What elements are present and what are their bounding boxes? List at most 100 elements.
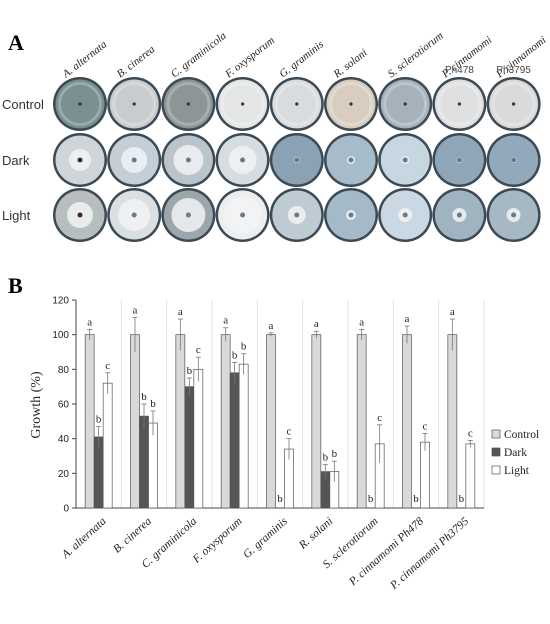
inoculum-plug	[403, 102, 407, 106]
significance-letter: c	[287, 426, 292, 438]
y-tick-label: 60	[58, 400, 70, 411]
y-tick-label: 100	[52, 330, 69, 341]
petri-plate	[486, 77, 541, 131]
panel-b-letter: B	[8, 273, 23, 298]
significance-letter: a	[178, 306, 183, 318]
petri-plate	[269, 188, 324, 242]
inoculum-plug	[348, 212, 354, 218]
bar-control	[447, 334, 458, 509]
legend-swatch	[491, 447, 501, 457]
inoculum-plug	[349, 102, 353, 106]
y-tick-label: 20	[58, 469, 70, 480]
bar-control	[130, 334, 140, 509]
petri-plate	[107, 133, 162, 187]
x-category-label: P. cinnamomi Ph478	[346, 515, 426, 589]
petri-plate	[324, 77, 378, 131]
significance-letter: b	[277, 493, 283, 505]
bar-dark	[184, 386, 195, 509]
petri-plate	[161, 77, 216, 131]
petri-plate	[161, 133, 216, 187]
y-tick-label: 40	[58, 434, 70, 445]
significance-letter: a	[269, 320, 274, 332]
y-tick-label: 80	[58, 365, 70, 376]
petri-plate	[269, 133, 324, 187]
petri-plate	[432, 77, 487, 131]
bar-dark	[139, 415, 149, 509]
significance-letter: b	[459, 493, 465, 505]
bar-control	[311, 334, 322, 509]
species-label: B. cinerea	[115, 43, 158, 80]
petri-plate	[107, 188, 162, 242]
x-category-label: P. cinnamomi Ph3795	[387, 515, 471, 592]
inoculum-plug	[402, 157, 408, 163]
bar-light	[193, 368, 204, 509]
petri-plate	[215, 133, 270, 187]
significance-letter: a	[87, 316, 92, 328]
panel-a-letter: A	[8, 30, 24, 55]
significance-letter: a	[359, 316, 364, 328]
significance-letter: b	[323, 452, 329, 464]
petri-plate	[324, 133, 378, 187]
significance-letter: c	[377, 412, 382, 424]
species-label: S. sclerotiorum	[386, 30, 446, 81]
inoculum-plug	[511, 212, 517, 218]
row-label: Dark	[2, 153, 30, 168]
isolate-label: Ph3795	[496, 65, 531, 76]
significance-letter: b	[96, 414, 102, 426]
x-category-label: G. graminis	[241, 515, 290, 561]
species-label: F. oxysporum	[222, 35, 277, 81]
bar-light	[420, 441, 430, 509]
inoculum-plug	[294, 157, 300, 163]
bar-control	[220, 334, 231, 509]
significance-letter: c	[423, 420, 428, 432]
petri-plate	[486, 133, 541, 187]
inoculum-plug	[77, 157, 83, 163]
isolate-label: Ph478	[445, 65, 474, 76]
bar-control	[84, 334, 95, 509]
petri-plate	[53, 133, 107, 187]
bar-dark	[229, 372, 240, 509]
inoculum-plug	[294, 212, 300, 218]
petri-plate	[215, 77, 270, 131]
petri-plate	[378, 77, 433, 131]
inoculum-plug	[402, 212, 408, 218]
inoculum-plug	[240, 157, 246, 163]
bar-control	[402, 334, 412, 509]
petri-plate	[378, 133, 433, 187]
petri-plate	[378, 188, 433, 242]
legend-label: Light	[504, 465, 530, 477]
species-label: R. solani	[331, 47, 370, 81]
bar-control	[356, 334, 367, 509]
inoculum-plug	[78, 102, 82, 106]
bar-light	[102, 382, 113, 509]
petri-plate	[53, 77, 107, 131]
inoculum-plug	[240, 212, 246, 218]
inoculum-plug	[131, 157, 137, 163]
inoculum-plug	[77, 212, 83, 218]
significance-letter: b	[241, 341, 247, 353]
significance-letter: a	[405, 313, 410, 325]
inoculum-plug	[186, 102, 190, 106]
bar-light	[465, 443, 476, 509]
petri-plate	[486, 188, 541, 242]
y-tick-label: 0	[63, 504, 69, 515]
petri-plate	[107, 77, 162, 131]
y-axis-label: Growth (%)	[29, 371, 44, 439]
inoculum-plug	[511, 102, 516, 106]
significance-letter: b	[141, 391, 147, 403]
bar-control	[175, 334, 186, 509]
inoculum-plug	[185, 157, 191, 163]
petri-plate	[215, 188, 270, 242]
significance-letter: b	[368, 493, 374, 505]
inoculum-plug	[511, 157, 517, 163]
petri-plate	[432, 188, 487, 242]
inoculum-plug	[131, 212, 137, 218]
species-label: C. graminicola	[169, 30, 229, 81]
inoculum-plug	[456, 157, 462, 163]
inoculum-plug	[348, 157, 354, 163]
x-category-label: R. solani	[296, 515, 335, 552]
inoculum-plug	[241, 102, 245, 106]
